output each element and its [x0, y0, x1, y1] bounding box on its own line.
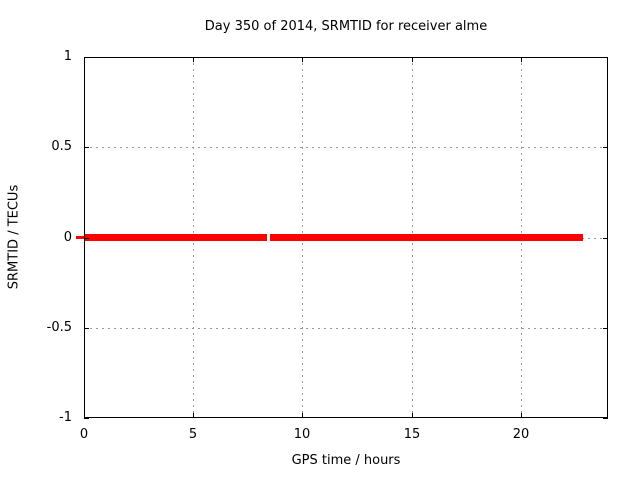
y-tick-left [84, 238, 89, 239]
horizontal-gridline [84, 328, 608, 329]
y-tick-right [603, 328, 608, 329]
red-zero-tick [76, 236, 84, 239]
x-tick-bottom [302, 413, 303, 418]
x-tick-bottom [521, 413, 522, 418]
y-tick-left [84, 147, 89, 148]
x-tick-label: 5 [188, 427, 198, 442]
y-tick-right [603, 418, 608, 419]
x-tick-bottom [412, 413, 413, 418]
x-tick-label: 10 [293, 427, 311, 442]
y-tick-right [603, 238, 608, 239]
y-tick-label: 1 [63, 49, 72, 64]
x-tick-label: 0 [79, 427, 89, 442]
y-tick-label: 0 [63, 230, 72, 245]
y-tick-label: -1 [59, 410, 72, 425]
data-line-segment [270, 234, 583, 241]
x-axis-label: GPS time / hours [291, 453, 401, 468]
y-tick-left [84, 328, 89, 329]
x-tick-top [412, 57, 413, 62]
y-tick-label: -0.5 [46, 320, 72, 335]
chart-title: Day 350 of 2014, SRMTID for receiver alm… [204, 19, 488, 34]
data-line-segment [84, 234, 267, 241]
y-tick-left [84, 418, 89, 419]
x-tick-bottom [193, 413, 194, 418]
y-tick-right [603, 147, 608, 148]
x-tick-label: 20 [512, 427, 530, 442]
x-tick-top [302, 57, 303, 62]
x-tick-label: 15 [403, 427, 421, 442]
horizontal-gridline [84, 147, 608, 148]
y-tick-label: 0.5 [51, 139, 72, 154]
x-tick-top [521, 57, 522, 62]
plot-area-border [84, 57, 608, 418]
x-tick-top [193, 57, 194, 62]
